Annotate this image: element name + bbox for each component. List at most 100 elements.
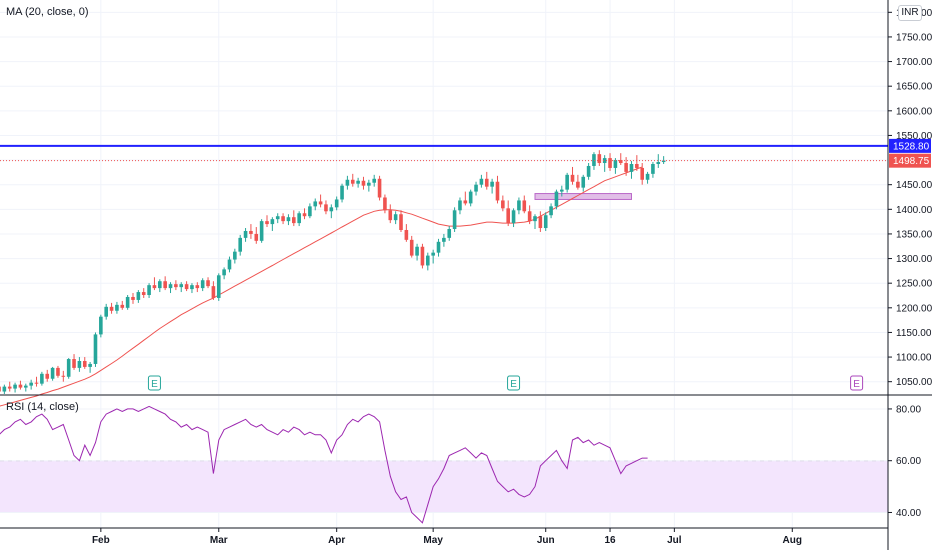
time-axis-label: 16	[604, 535, 616, 546]
candle-body	[265, 221, 269, 225]
candle-body	[147, 285, 151, 296]
candle-body	[56, 367, 60, 376]
earnings-marker-box	[147, 375, 161, 391]
candle-body	[581, 176, 586, 188]
horizontal-level-badge-bg	[889, 138, 931, 153]
price-axis-label: 1600.00	[896, 106, 932, 117]
candle-body	[125, 296, 130, 308]
rsi-line	[0, 405, 648, 524]
price-axis-label: 1250.00	[896, 279, 932, 290]
candle-body	[431, 252, 435, 256]
candle-body	[490, 181, 494, 187]
candle-body	[216, 275, 221, 298]
candle-body	[206, 280, 210, 287]
candle-body	[179, 284, 184, 288]
candle-body	[7, 386, 12, 389]
candle-body	[608, 158, 612, 168]
candle-body	[115, 304, 119, 311]
candle-body	[243, 230, 248, 238]
candle-body	[340, 185, 344, 200]
candle-body	[495, 181, 500, 201]
candle-body	[506, 208, 510, 224]
candle-body	[409, 239, 414, 256]
candle-body	[222, 269, 226, 276]
candle-body	[275, 216, 280, 220]
candle-body	[45, 373, 50, 379]
earnings-marker: E	[147, 375, 161, 391]
rsi-indicator-label[interactable]: RSI (14, close)	[6, 401, 79, 413]
candle-body	[393, 214, 398, 221]
candle-body	[350, 179, 355, 184]
candle-body	[184, 284, 189, 290]
candle-body	[302, 213, 307, 217]
candle-body	[29, 382, 33, 386]
earnings-marker-box	[507, 375, 521, 391]
candle-body	[61, 375, 66, 377]
candle-body	[168, 284, 173, 289]
candle-body	[468, 191, 473, 204]
candle-body	[2, 386, 7, 392]
time-axis-label: May	[423, 535, 443, 546]
candle-body	[190, 285, 194, 290]
candle-body	[640, 167, 644, 180]
candle-body	[270, 219, 275, 225]
candle-body	[174, 284, 178, 288]
candle-body	[383, 197, 387, 211]
candle-body	[93, 334, 98, 364]
candle-body	[415, 246, 419, 256]
ma-indicator-label[interactable]: MA (20, close, 0)	[6, 6, 89, 18]
candle-body	[281, 216, 285, 222]
candle-body	[597, 154, 602, 164]
candle-body	[522, 200, 527, 212]
candle-body	[565, 174, 569, 190]
candle-body	[163, 281, 167, 289]
currency-badge[interactable]: INR	[898, 5, 922, 21]
candle-body	[576, 181, 580, 188]
candle-body	[200, 280, 205, 289]
price-axis-label: 1750.00	[896, 32, 932, 43]
candle-body	[533, 216, 537, 222]
candle-body	[367, 182, 371, 186]
rsi-axis-label: 40.00	[896, 508, 921, 519]
last-price-badge-text: 1498.75	[893, 156, 930, 167]
candle-body	[517, 200, 521, 211]
candle-body	[249, 230, 253, 234]
candle-body	[40, 373, 44, 384]
rsi-axis-label: 80.00	[896, 404, 921, 415]
candle-body	[613, 160, 618, 168]
candle-body	[345, 179, 350, 186]
earnings-marker-label: E	[151, 379, 158, 390]
candle-body	[618, 160, 623, 164]
candle-body	[233, 251, 237, 260]
candle-body	[259, 221, 264, 241]
candle-body	[511, 210, 516, 224]
time-axis-label: Aug	[783, 535, 802, 546]
candle-body	[570, 174, 575, 182]
candle-body	[72, 359, 76, 368]
candle-body	[372, 178, 376, 183]
candle-body	[452, 210, 457, 230]
earnings-marker-box	[850, 375, 864, 391]
candle-body	[50, 367, 55, 379]
candle-body	[82, 361, 87, 367]
candle-body	[318, 201, 323, 205]
price-axis-label: 1550.00	[896, 131, 932, 142]
price-axis-label: 1400.00	[896, 205, 932, 216]
candle-body	[308, 206, 312, 217]
candle-body	[447, 229, 452, 238]
candle-body	[420, 246, 425, 266]
candle-body	[34, 382, 39, 384]
candle-body	[538, 216, 543, 229]
candle-body	[436, 241, 441, 253]
candle-body	[479, 178, 484, 185]
candle-body	[586, 165, 591, 177]
candle-body	[66, 359, 71, 377]
candle-body	[13, 384, 17, 389]
candle-body	[656, 162, 661, 165]
candle-body	[24, 385, 28, 388]
price-axis-label: 1350.00	[896, 229, 932, 240]
candle-body	[238, 237, 242, 252]
candle-body	[158, 281, 162, 289]
